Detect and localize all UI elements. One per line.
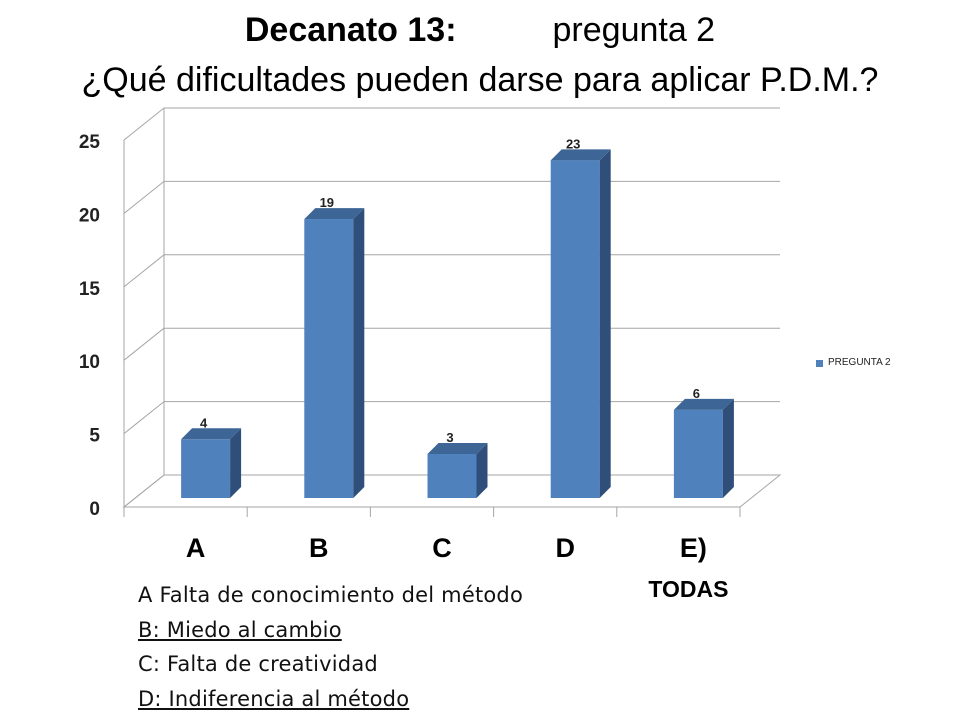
slide-title: Decanato 13: pregunta 2 [0, 10, 960, 50]
data-label: 6 [693, 386, 700, 401]
legend-label: PREGUNTA 2 [828, 357, 891, 368]
bar-side [722, 398, 734, 498]
y-tick-label: 20 [79, 205, 100, 226]
y-tick-label: 15 [79, 279, 101, 300]
gridline-side [123, 181, 165, 214]
question-text: ¿Qué dificultades pueden darse para apli… [81, 61, 879, 99]
x-category-label: TODAS [648, 576, 728, 602]
legend-swatch [816, 360, 823, 367]
bar [550, 160, 600, 499]
note-c: C: Falta de creatividad [138, 652, 378, 676]
bar-top [304, 208, 365, 220]
answer-notes: A Falta de conocimiento del método B: Mi… [138, 578, 523, 716]
bar-top [181, 428, 242, 440]
bar-side [353, 208, 365, 498]
bar-top [550, 149, 611, 161]
x-category-label: E) [680, 533, 707, 563]
x-category-label: C [432, 533, 452, 563]
bar-side [599, 149, 611, 499]
bar [673, 409, 723, 498]
data-label: 4 [200, 415, 208, 430]
title-question-number: pregunta 2 [552, 11, 716, 49]
bar [427, 453, 477, 498]
chart-floor [122, 474, 782, 508]
data-label: 23 [566, 136, 580, 151]
note-a: A Falta de conocimiento del método [138, 583, 524, 607]
bar-side [476, 442, 488, 498]
bar-top [427, 442, 488, 454]
gridline-side [123, 107, 165, 141]
y-tick-label: 0 [89, 499, 100, 520]
y-tick-label: 10 [79, 352, 100, 373]
x-category-label: A [186, 533, 206, 563]
note-d: D: Indiferencia al método [138, 686, 410, 711]
note-b: B: Miedo al cambio [138, 617, 342, 642]
x-category-label: D [555, 533, 575, 563]
y-tick-label: 25 [79, 132, 101, 153]
bar-top [673, 398, 734, 410]
bar-side [230, 428, 242, 498]
title-decanato: Decanato 13: [244, 11, 457, 49]
gridline-side [123, 254, 165, 288]
data-label: 19 [320, 195, 334, 210]
data-label: 3 [446, 430, 453, 445]
gridline-side [123, 401, 165, 434]
gridline-side [123, 327, 165, 361]
bar [304, 219, 354, 498]
bar [181, 439, 231, 498]
y-tick-label: 5 [89, 426, 100, 447]
x-category-label: B [309, 533, 329, 563]
